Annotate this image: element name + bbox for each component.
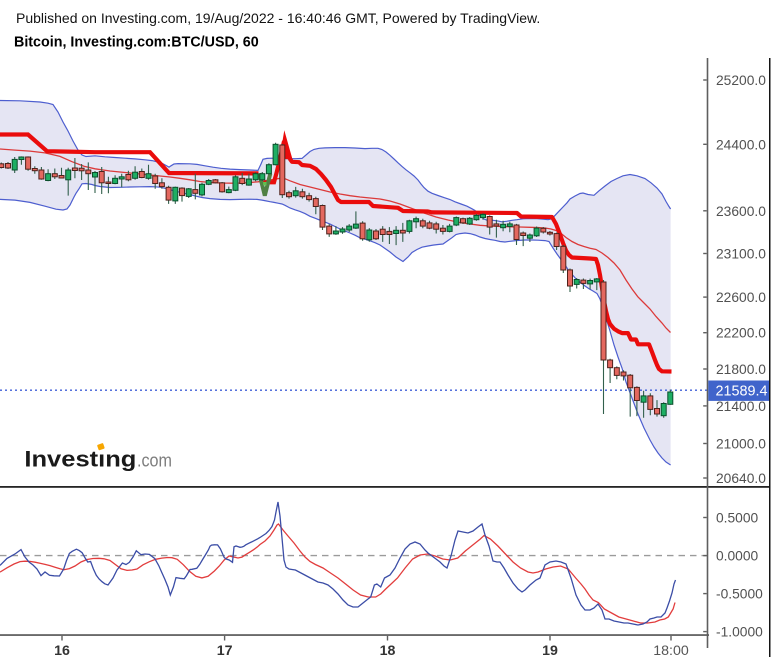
svg-text:23600.0: 23600.0 xyxy=(716,204,766,219)
svg-text:24400.0: 24400.0 xyxy=(716,137,766,152)
svg-text:17: 17 xyxy=(217,643,233,659)
svg-text:22200.0: 22200.0 xyxy=(716,326,766,341)
svg-text:19: 19 xyxy=(542,643,558,659)
svg-text:-1.0000: -1.0000 xyxy=(716,625,763,640)
svg-text:18: 18 xyxy=(380,643,396,659)
svg-text:18:00: 18:00 xyxy=(653,643,689,659)
svg-text:20640.0: 20640.0 xyxy=(716,471,766,486)
svg-text:25200.0: 25200.0 xyxy=(716,73,766,88)
svg-text:-0.5000: -0.5000 xyxy=(716,587,763,602)
svg-text:21589.4: 21589.4 xyxy=(716,384,768,400)
svg-text:23100.0: 23100.0 xyxy=(716,247,766,262)
svg-text:21400.0: 21400.0 xyxy=(716,399,766,414)
svg-text:22600.0: 22600.0 xyxy=(716,290,766,305)
svg-text:.com: .com xyxy=(137,450,172,471)
svg-text:Bitcoin, Investing.com:BTC/USD: Bitcoin, Investing.com:BTC/USD, 60 xyxy=(14,35,259,51)
svg-text:Investıng: Investıng xyxy=(24,447,136,472)
svg-text:0.5000: 0.5000 xyxy=(716,511,759,526)
svg-text:16: 16 xyxy=(54,643,70,659)
svg-text:21800.0: 21800.0 xyxy=(716,362,766,377)
svg-text:Published on Investing.com, 19: Published on Investing.com, 19/Aug/2022 … xyxy=(16,10,540,26)
svg-text:0.0000: 0.0000 xyxy=(716,549,759,564)
svg-text:21000.0: 21000.0 xyxy=(716,437,766,452)
